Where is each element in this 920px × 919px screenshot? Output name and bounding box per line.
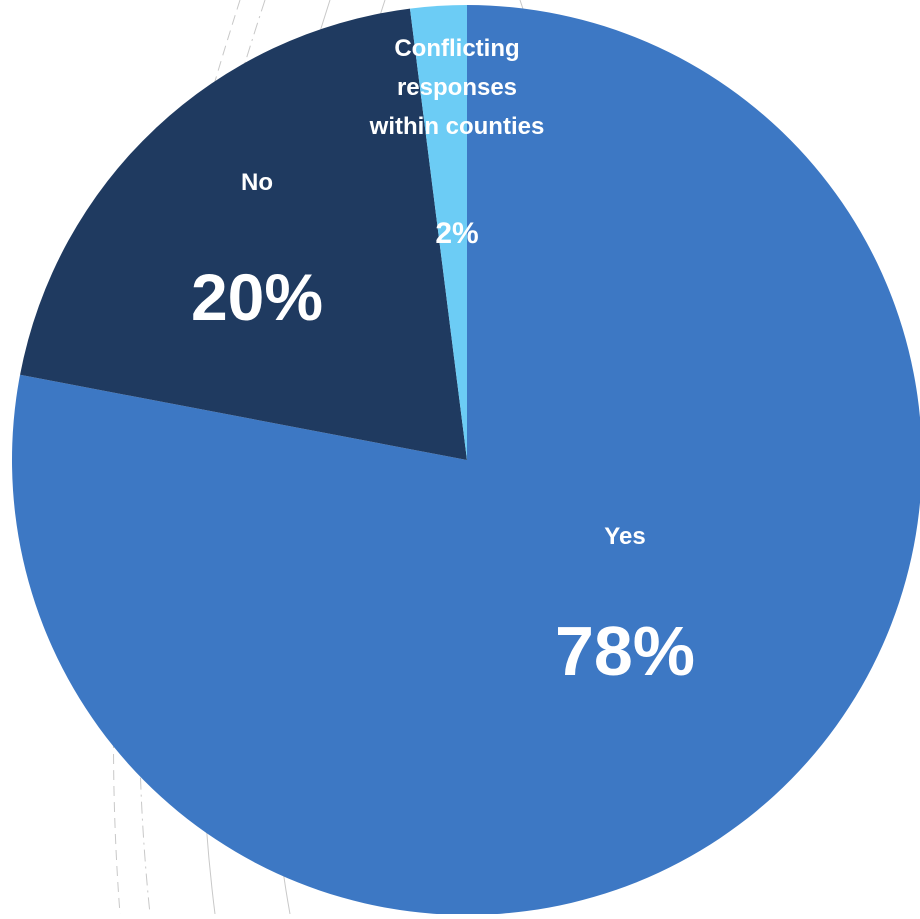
slice-label-conflicting-responses-within-counties: Conflicting xyxy=(394,35,519,62)
slice-percent-conflicting-responses-within-counties: 2% xyxy=(435,217,478,250)
pie-slices xyxy=(12,5,920,915)
pie-data-labels: Yes 78% No 20% Conflicting responses within co… xyxy=(191,35,695,690)
pie-slice-conflicting-responses-within-counties xyxy=(409,5,467,460)
pie-slice-yes xyxy=(12,5,920,915)
slice-percent-no: 20% xyxy=(191,260,323,334)
slice-label-yes: Yes xyxy=(604,523,645,550)
slice-label-conflicting-responses-within-counties: responses xyxy=(397,74,517,101)
slice-label-conflicting-responses-within-counties: within counties xyxy=(369,113,545,140)
slice-percent-yes: 78% xyxy=(555,612,695,690)
pie-slice-no xyxy=(20,8,468,461)
slice-label-no: No xyxy=(241,169,273,196)
